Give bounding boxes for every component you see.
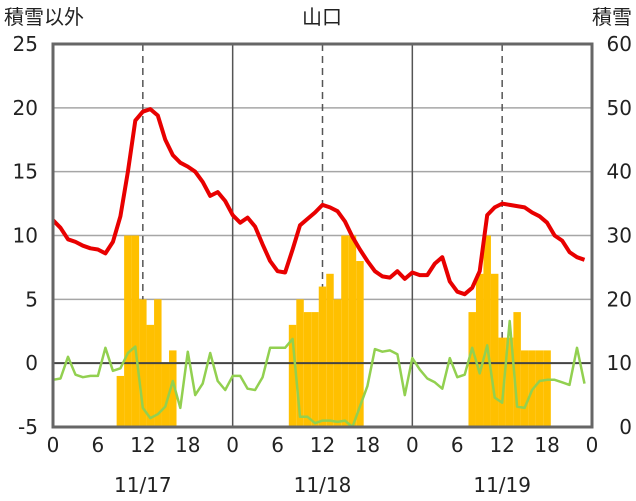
y-left-tick: 20: [13, 96, 38, 120]
snow-bar: [356, 261, 364, 427]
x-hour-tick: 18: [355, 433, 380, 457]
snow-bar: [490, 273, 499, 427]
snow-bar: [326, 273, 334, 427]
snow-bar: [475, 273, 484, 427]
snow-bar: [288, 324, 297, 427]
x-hour-tick: 12: [310, 433, 335, 457]
y-right-tick: 60: [607, 32, 632, 56]
snow-bar: [169, 350, 177, 427]
x-hour-tick: 0: [406, 433, 419, 457]
snow-bar: [505, 337, 514, 427]
x-hour-tick: 0: [47, 433, 60, 457]
right-axis-title: 積雪: [592, 5, 632, 29]
x-hour-tick: 0: [586, 433, 599, 457]
y-right-tick: 10: [607, 351, 632, 375]
snow-bar: [131, 235, 140, 427]
y-left-tick: 5: [25, 287, 38, 311]
x-hour-tick: 18: [534, 433, 559, 457]
x-hour-tick: 12: [489, 433, 514, 457]
y-right-tick: 40: [607, 160, 632, 184]
y-left-tick: 25: [13, 32, 38, 56]
x-hour-tick: 0: [226, 433, 239, 457]
snow-bar: [146, 324, 155, 427]
left-axis-title: 積雪以外: [4, 5, 84, 29]
x-date-label: 11/17: [114, 473, 172, 497]
snow-bar: [318, 286, 327, 427]
snow-bar: [520, 350, 529, 427]
snow-bar: [543, 350, 551, 427]
x-hour-tick: 6: [271, 433, 284, 457]
x-hour-tick: 6: [92, 433, 105, 457]
series-line-2: [52, 319, 586, 429]
plot-frame: [51, 42, 594, 429]
y-left-tick: -5: [18, 415, 38, 439]
snow-bar: [124, 235, 132, 427]
snow-bar: [161, 363, 170, 427]
series-line-1: [51, 107, 586, 297]
snow-bar: [348, 235, 357, 427]
y-left-tick: 10: [13, 224, 38, 248]
y-right-tick: 50: [607, 96, 632, 120]
snow-bar: [341, 235, 349, 427]
snow-bar: [498, 337, 506, 427]
snow-bar: [303, 312, 312, 427]
snow-bar: [483, 235, 491, 427]
snow-bar: [116, 375, 125, 427]
snow-bar: [311, 312, 319, 427]
chart-title: 山口: [302, 5, 342, 29]
snow-bar: [513, 312, 521, 427]
y-right-tick: 0: [619, 415, 632, 439]
snow-bar: [468, 312, 476, 427]
y-right-tick: 20: [607, 287, 632, 311]
y-right-tick: 30: [607, 224, 632, 248]
y-left-tick: 0: [25, 351, 38, 375]
y-left-tick: 15: [13, 160, 38, 184]
x-hour-tick: 6: [451, 433, 464, 457]
x-hour-tick: 12: [130, 433, 155, 457]
x-date-label: 11/19: [473, 473, 531, 497]
x-hour-tick: 18: [175, 433, 200, 457]
snow-bar: [535, 350, 544, 427]
x-date-label: 11/18: [294, 473, 352, 497]
